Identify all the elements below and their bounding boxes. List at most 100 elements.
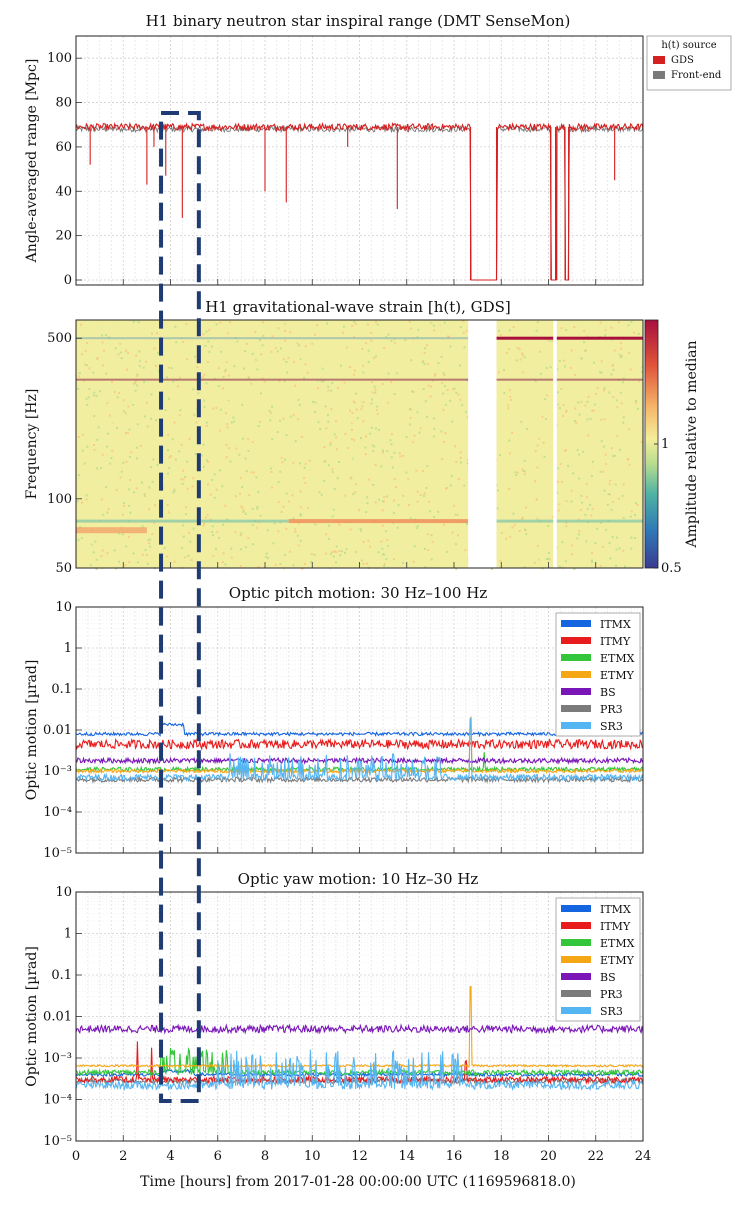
spectrogram-pixel: [384, 466, 387, 469]
spectrogram-pixel: [120, 357, 123, 360]
spectrogram-pixel: [316, 387, 319, 390]
spectrogram-pixel: [193, 413, 196, 416]
spectrogram-pixel: [599, 470, 602, 473]
spectrogram-pixel: [358, 509, 361, 512]
spectrogram-pixel: [355, 408, 358, 411]
spectrogram-pixel: [366, 351, 369, 354]
spectrogram-pixel: [455, 567, 458, 570]
spectrogram-pixel: [136, 352, 139, 355]
spectrogram-pixel: [245, 342, 248, 345]
spectrogram-pixel: [157, 370, 160, 373]
spectrogram-pixel: [277, 501, 280, 503]
spectrogram-pixel: [146, 562, 149, 565]
spectrogram-pixel: [565, 480, 568, 483]
spectrogram-pixel: [523, 459, 526, 462]
spectrogram-pixel: [572, 472, 575, 475]
spectrogram-pixel: [294, 384, 297, 387]
spectrogram-pixel: [224, 563, 227, 566]
spectrogram-pixel: [612, 501, 614, 503]
spectrogram-pixel: [296, 534, 299, 537]
spectrogram-pixel: [192, 388, 195, 391]
spectrogram-pixel: [296, 342, 299, 345]
spectrogram-pixel: [111, 381, 113, 384]
spectrogram-pixel: [319, 428, 322, 430]
spectrogram-pixel: [533, 483, 535, 486]
legend-swatch: [561, 973, 591, 980]
spectrogram-pixel: [255, 355, 258, 358]
spectrogram-pixel: [78, 476, 81, 479]
spectrogram-pixel: [92, 551, 95, 554]
spectrogram-pixel: [571, 553, 573, 556]
spectrogram-pixel: [367, 539, 370, 542]
spectrogram-pixel: [511, 563, 514, 566]
spectrogram-pixel: [563, 359, 566, 362]
spectrogram-pixel: [451, 423, 454, 426]
spectrogram-pixel: [599, 521, 602, 524]
spectrogram-pixel: [311, 558, 314, 561]
spectrogram-pixel: [500, 380, 503, 383]
spectrogram-pixel: [627, 465, 630, 468]
spectrogram-pixel: [381, 500, 384, 503]
y-axis-label: Optic motion [µrad]: [24, 660, 40, 801]
spectrogram-pixel: [113, 549, 116, 552]
spectrogram-pixel: [416, 525, 419, 528]
y-tick-label: 50: [55, 561, 72, 576]
spectrogram-pixel: [207, 506, 210, 509]
spectrogram-pixel: [234, 421, 237, 424]
spectrogram-pixel: [395, 372, 398, 375]
spectrogram-pixel: [570, 349, 573, 352]
spectrogram-pixel: [304, 363, 307, 366]
spectrogram-pixel: [340, 364, 342, 367]
spectrogram-pixel: [185, 513, 187, 516]
spectrogram-pixel: [200, 541, 203, 544]
spectrogram-pixel: [287, 559, 290, 562]
spectrogram-pixel: [538, 437, 541, 440]
spectrogram-pixel: [91, 357, 94, 360]
spectrogram-pixel: [366, 502, 369, 505]
spectrogram-pixel: [95, 394, 98, 397]
spectrogram-pixel: [171, 438, 174, 441]
spectrogram-pixel: [111, 422, 114, 425]
spectrogram-pixel: [425, 357, 428, 360]
spectrogram-pixel: [412, 560, 415, 563]
spectrogram-pixel: [398, 560, 401, 563]
spectrogram-pixel: [303, 562, 306, 565]
spectrogram-pixel: [586, 335, 589, 338]
spectrogram-pixel: [442, 440, 445, 443]
spectrogram-pixel: [255, 476, 258, 479]
spectrogram-pixel: [505, 351, 508, 354]
spectrogram-pixel: [169, 455, 172, 458]
spectrogram-pixel: [127, 535, 130, 538]
spectrogram-pixel: [352, 493, 355, 496]
spectrogram-pixel: [633, 331, 636, 334]
spectrogram-pixel: [261, 506, 264, 509]
spectrogram-pixel: [251, 523, 254, 526]
spectrogram-pixel: [119, 476, 122, 479]
spectrogram-pixel: [502, 360, 504, 363]
spectrogram-pixel: [306, 371, 309, 374]
spectrogram-pixel: [269, 419, 272, 422]
spectrogram-pixel: [623, 346, 626, 349]
spectrogram-pixel: [628, 352, 630, 354]
spectrogram-pixel: [205, 516, 207, 519]
spectrogram-pixel: [541, 436, 544, 439]
spectrogram-pixel: [453, 321, 456, 324]
spectrogram-pixel: [630, 547, 633, 550]
spectrogram-pixel: [204, 344, 207, 347]
spectrogram-pixel: [528, 426, 531, 429]
spectrogram-pixel: [466, 482, 469, 485]
spectrogram-pixel: [226, 525, 229, 528]
spectrogram-pixel: [586, 415, 589, 418]
spectrogram-pixel: [454, 513, 457, 516]
spectrogram-pixel: [241, 391, 244, 394]
spectrogram-pixel: [219, 358, 222, 361]
spectrogram-pixel: [364, 342, 367, 345]
spectrogram-pixel: [636, 407, 639, 410]
legend-entry: ITMY: [600, 920, 631, 933]
spectrogram-pixel: [559, 462, 562, 465]
spectrogram-pixel: [451, 405, 453, 408]
spectrogram-pixel: [452, 418, 455, 421]
spectrogram-pixel: [219, 557, 222, 560]
spectrogram-pixel: [277, 481, 280, 484]
